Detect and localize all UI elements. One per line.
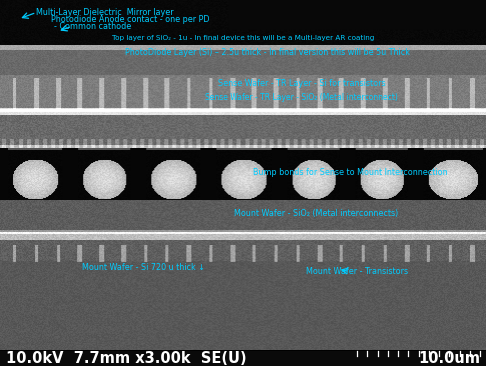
Text: Mount Wafer - SiO₂ (Metal interconnects): Mount Wafer - SiO₂ (Metal interconnects) xyxy=(234,209,398,217)
Text: Sense Wafer - TR Layer - SiO₂ (Metal interconnect): Sense Wafer - TR Layer - SiO₂ (Metal int… xyxy=(205,93,398,102)
Text: 10.0um: 10.0um xyxy=(418,351,480,366)
Text: Mount Wafer - Transistors: Mount Wafer - Transistors xyxy=(306,267,408,276)
Bar xyxy=(0,351,486,366)
Text: - Common cathode: - Common cathode xyxy=(54,22,132,31)
Text: Photodiode Anode contact - one per PD: Photodiode Anode contact - one per PD xyxy=(51,15,209,24)
Text: Mount Wafer - Si 720 u thick ↓: Mount Wafer - Si 720 u thick ↓ xyxy=(82,263,205,272)
Text: Multi-Layer Dielectric  Mirror layer: Multi-Layer Dielectric Mirror layer xyxy=(36,8,174,17)
Text: Bump bonds for Sense to Mount Interconnection: Bump bonds for Sense to Mount Interconne… xyxy=(253,168,447,176)
Text: Top layer of SiO₂ - 1u - In final device this will be a Multi-layer AR coating: Top layer of SiO₂ - 1u - In final device… xyxy=(112,36,374,41)
Text: PhotoDiode Layer (Si) – 2.5u thick - In final version this will be 5u Thick: PhotoDiode Layer (Si) – 2.5u thick - In … xyxy=(125,48,410,57)
Text: Sense Wafer - TR Layer - Si for transistors: Sense Wafer - TR Layer - Si for transist… xyxy=(218,79,385,88)
Text: 10.0kV  7.7mm x3.00k  SE(U): 10.0kV 7.7mm x3.00k SE(U) xyxy=(6,351,246,366)
